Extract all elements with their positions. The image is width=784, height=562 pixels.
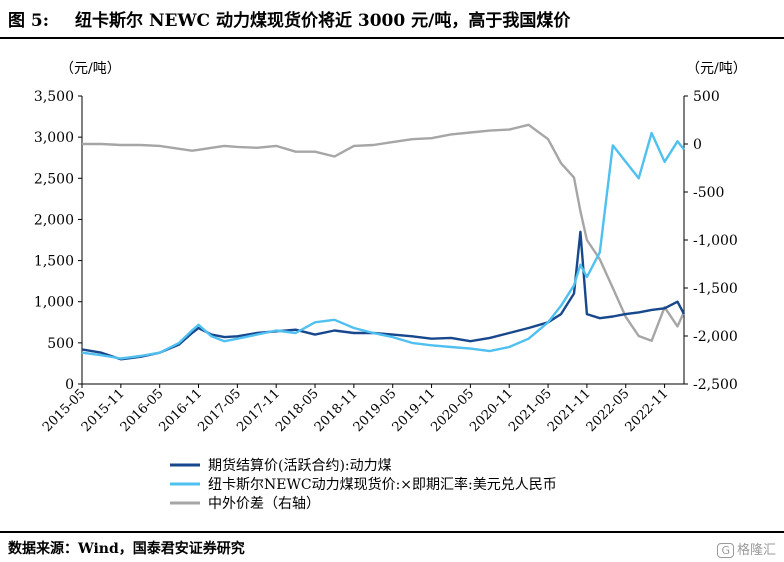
right-tick-label: -2,000: [693, 329, 738, 345]
chart-axes: 0 500 1,000 1,500 2,000 2,500 3,000 3,500 -2,500…: [34, 89, 738, 435]
watermark-logo-icon: G: [717, 543, 734, 558]
right-unit-label: （元/吨）: [686, 61, 747, 77]
left-tick-label: 0: [65, 377, 74, 393]
legend-label-2: 中外价差（右轴）: [208, 496, 320, 512]
left-tick-label: 500: [47, 336, 74, 352]
right-tick-label: 0: [693, 137, 702, 153]
series-line-2: [82, 123, 686, 342]
legend: 期货结算价(活跃合约):动力煤纽卡斯尔NEWC动力煤现货价:×即期汇率:美元兑人…: [170, 457, 557, 512]
figure-title: 图 5: 纽卡斯尔 NEWC 动力煤现货价将近 3000 元/吨，高于我国煤价: [8, 6, 570, 31]
right-tick-label: -1,500: [693, 281, 738, 297]
left-tick-label: 1,500: [34, 254, 74, 270]
right-tick-label: 500: [693, 89, 720, 105]
right-tick-label: -500: [693, 185, 724, 201]
legend-label-1: 纽卡斯尔NEWC动力煤现货价:×即期汇率:美元兑人民币: [208, 476, 557, 493]
series-line-1: [81, 131, 685, 360]
left-tick-label: 2,500: [34, 171, 74, 187]
left-unit-label: （元/吨）: [60, 61, 121, 77]
figure-title-text: 纽卡斯尔 NEWC 动力煤现货价将近 3000 元/吨，高于我国煤价: [75, 11, 571, 31]
watermark: G 格隆汇: [717, 539, 776, 558]
watermark-text: 格隆汇: [736, 543, 776, 558]
bottom-rule: [0, 531, 784, 533]
right-tick-label: -2,500: [693, 377, 738, 393]
left-tick-label: 3,000: [34, 130, 74, 146]
left-tick-label: 3,500: [34, 89, 74, 105]
chart-lines: [81, 123, 686, 361]
chart-svg: （元/吨） （元/吨） 0 500 1,000 1,500 2,000 2,500 3,00…: [34, 61, 747, 512]
left-tick-label: 1,000: [34, 295, 74, 311]
legend-label-0: 期货结算价(活跃合约):动力煤: [208, 457, 392, 474]
right-tick-label: -1,000: [693, 233, 738, 249]
data-source: 数据来源：Wind，国泰君安证券研究: [8, 541, 245, 557]
x-tick-label: 2022-11: [623, 386, 672, 435]
figure-number: 图 5:: [8, 11, 50, 31]
top-rule: [0, 37, 784, 39]
series-line-0: [81, 230, 686, 361]
left-tick-label: 2,000: [34, 212, 74, 228]
